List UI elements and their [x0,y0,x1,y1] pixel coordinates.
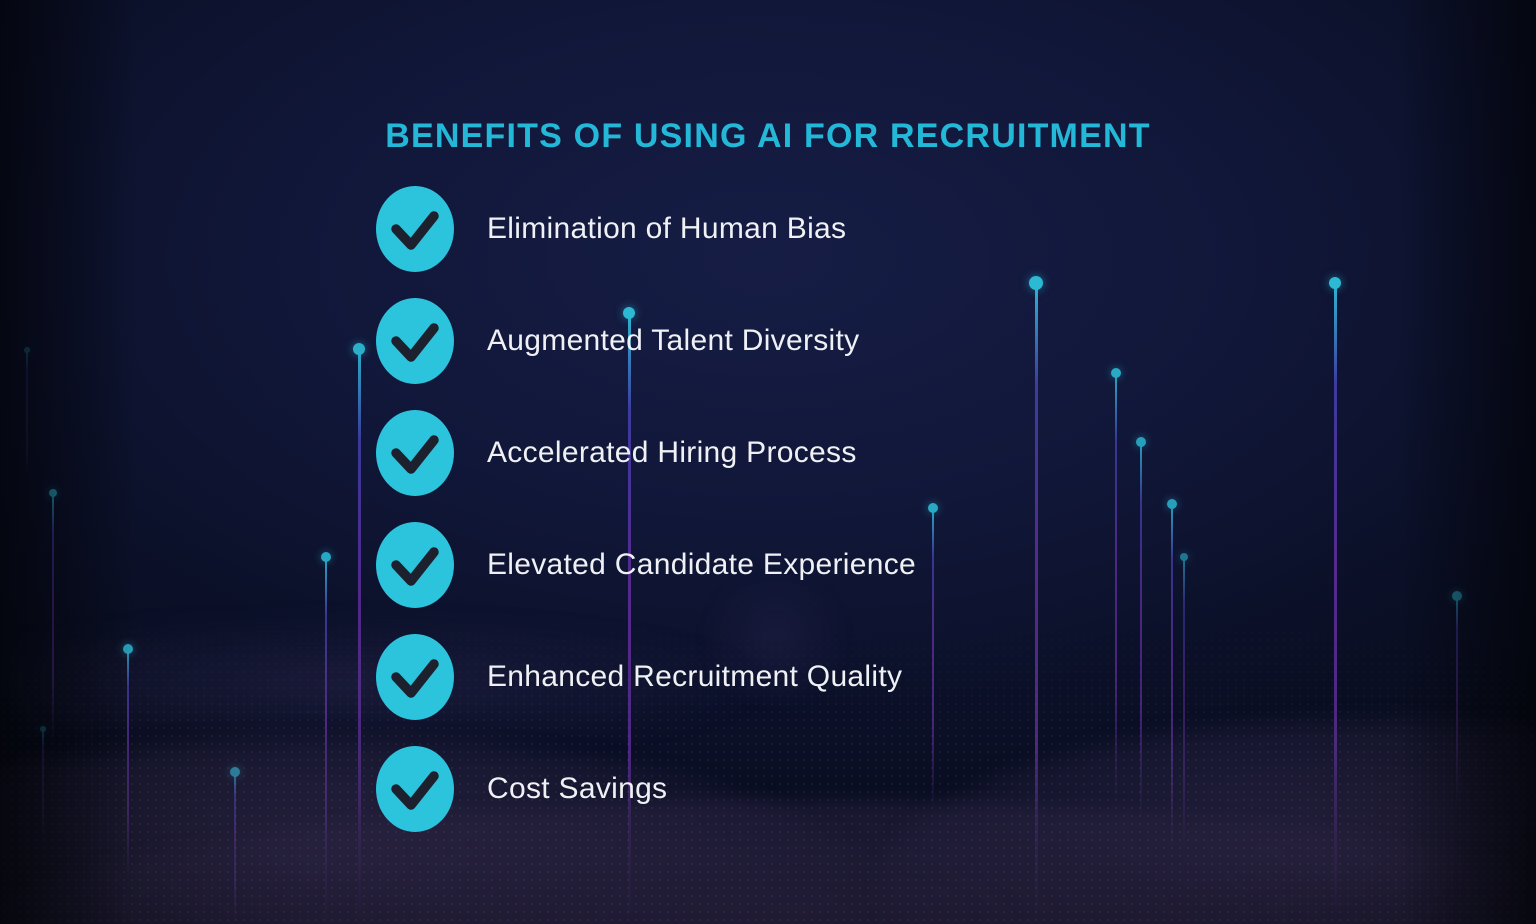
list-item: Accelerated Hiring Process [376,410,916,496]
spark-dot-icon [1029,276,1043,290]
list-item-label: Augmented Talent Diversity [487,324,860,357]
spark-dot-icon [49,489,57,497]
spark-line [24,347,30,480]
spark-line [353,343,365,924]
list-item: Elevated Candidate Experience [376,522,916,608]
spark-dot-icon [230,767,240,777]
list-item-label: Elimination of Human Bias [487,212,847,245]
list-item-label: Enhanced Recruitment Quality [487,660,903,693]
spark-dot-icon [1136,437,1146,447]
check-circle-icon [376,634,454,720]
check-circle-icon [376,186,454,272]
spark-line [321,552,331,924]
benefits-list: Elimination of Human Bias Augmented Tale… [376,186,916,832]
check-circle-icon [376,298,454,384]
list-item-label: Elevated Candidate Experience [487,548,916,581]
spark-line [1111,368,1121,803]
spark-line [123,644,133,879]
spark-dot-icon [1329,277,1341,289]
spark-line [1329,277,1341,924]
spark-line [230,767,240,922]
spark-line [1029,276,1043,924]
spark-dot-icon [1452,591,1462,601]
spark-line [1136,437,1146,822]
list-item: Elimination of Human Bias [376,186,916,272]
spark-dot-icon [353,343,365,355]
spark-line [1180,553,1188,857]
spark-dot-icon [1111,368,1121,378]
spark-line [1167,499,1177,854]
spark-dot-icon [321,552,331,562]
spark-dot-icon [123,644,133,654]
spark-line [49,489,57,743]
spark-line [40,726,46,839]
list-item-label: Cost Savings [487,772,668,805]
page-title: BENEFITS OF USING AI FOR RECRUITMENT [385,116,1151,155]
list-item-label: Accelerated Hiring Process [487,436,857,469]
list-item: Cost Savings [376,746,916,832]
spark-line [928,503,938,808]
list-item: Enhanced Recruitment Quality [376,634,916,720]
check-circle-icon [376,746,454,832]
spark-line [1452,591,1462,806]
spark-dot-icon [1180,553,1188,561]
check-circle-icon [376,410,454,496]
spark-dot-icon [928,503,938,513]
list-item: Augmented Talent Diversity [376,298,916,384]
spark-dot-icon [24,347,30,353]
spark-dot-icon [40,726,46,732]
spark-dot-icon [1167,499,1177,509]
check-circle-icon [376,522,454,608]
